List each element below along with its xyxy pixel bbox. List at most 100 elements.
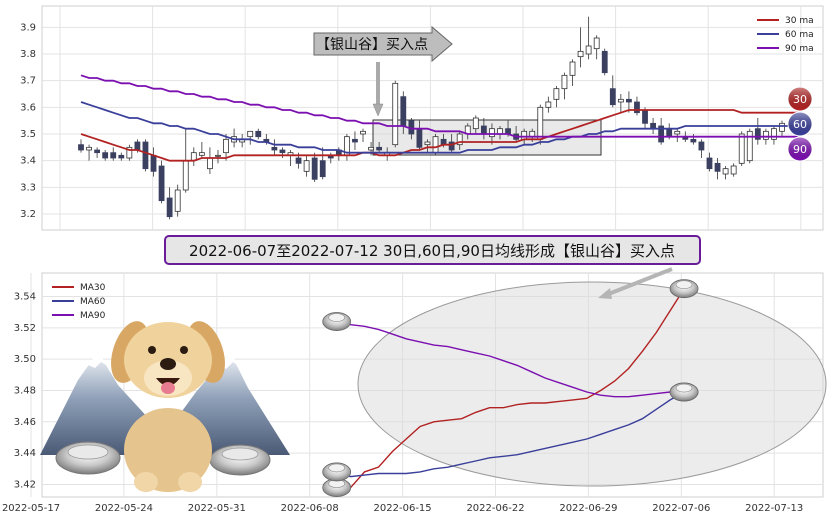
legend-label-ma30: MA30: [80, 283, 106, 293]
candle-body-down: [601, 50, 608, 74]
candle: [722, 166, 729, 180]
bottom-line-MA60: [336, 391, 685, 478]
candle-body-down: [609, 88, 616, 106]
candle: [448, 134, 455, 153]
candle: [78, 139, 84, 153]
candle-body-up: [392, 82, 399, 146]
line-end-ingots: [322, 279, 699, 498]
candle: [706, 152, 713, 172]
y-tick-label: 3.5: [20, 129, 36, 140]
candle: [166, 187, 173, 220]
candle-body-up: [545, 101, 552, 108]
candle: [110, 147, 117, 161]
y-tick-label: 3.9: [20, 22, 36, 33]
candle-body-up: [553, 88, 560, 100]
down-arrow-shaft: [376, 62, 380, 104]
dog-eye-right: [180, 346, 188, 354]
candle: [658, 118, 665, 145]
candle: [102, 150, 109, 161]
ma-line-30-ma: [80, 109, 799, 162]
candle: [279, 147, 286, 158]
candle-body-down: [642, 109, 648, 124]
candle-body-up: [577, 50, 584, 58]
banner-text: 2022-06-07至2022-07-12 30日,60日,90日均线形成【银山…: [189, 242, 675, 260]
dog-eye-left: [148, 346, 156, 354]
candle-body-up: [424, 141, 431, 146]
candle: [553, 86, 560, 108]
top-price-panel: 3.2 3.3 3.4 3.5 3.6 3.7 3.8 3.9 【银山谷】买入点 30 ma …: [20, 5, 824, 231]
candle-body-up: [593, 37, 600, 50]
badge-90-label: 90: [793, 143, 807, 156]
candle-body-up: [360, 130, 366, 135]
dog-paw-left: [134, 472, 158, 492]
candle-body-down: [416, 128, 423, 148]
banner-box: [164, 235, 701, 265]
candle-body-down: [78, 144, 84, 151]
ingot-top: [675, 383, 693, 393]
candle: [247, 130, 254, 145]
ingot-icon: [669, 279, 699, 299]
candle-body-down: [634, 101, 640, 114]
y-tick-label: 3.42: [14, 479, 36, 490]
candle-body-up: [126, 146, 133, 159]
dog-icon: [111, 321, 225, 492]
candle-body-down: [102, 152, 109, 159]
candle: [714, 158, 721, 180]
pointer-arrow: [598, 267, 673, 299]
candle-body-down: [94, 149, 101, 154]
candle: [352, 131, 358, 150]
candle-body-up: [561, 74, 568, 90]
moving-average-lines: [80, 74, 799, 162]
candle-body-up: [174, 189, 181, 212]
candle: [569, 59, 576, 86]
pattern-banner: 2022-06-07至2022-07-12 30日,60日,90日均线形成【银山…: [164, 235, 701, 265]
bottom-line-MA30: [336, 288, 685, 489]
candle: [698, 139, 705, 158]
candle-body-up: [722, 168, 729, 175]
legend-label-30ma: 30 ma: [785, 16, 814, 26]
y-tick-label: 3.52: [14, 323, 36, 334]
bottom-ma-panel: 3.423.443.463.483.503.523.54 2022-05-17 2…: [2, 267, 827, 514]
candle: [779, 120, 785, 137]
x-tick-label: 2022-06-29: [559, 503, 617, 514]
candle: [585, 16, 592, 60]
pointer-arrow-shaft: [605, 267, 673, 297]
candle-body-up: [215, 154, 221, 157]
x-tick-label: 2022-07-06: [652, 503, 710, 514]
candle: [617, 94, 624, 113]
candle: [561, 72, 568, 100]
candle-body-down: [698, 141, 705, 151]
ingot-top: [328, 463, 345, 473]
candle-body-down: [271, 146, 278, 151]
buy-point-annotation: 【银山谷】买入点: [313, 25, 453, 117]
candle-body-up: [432, 136, 439, 154]
x-tick-label: 2022-06-08: [281, 503, 339, 514]
candle-body-down: [295, 157, 302, 164]
candle-body-up: [569, 61, 576, 76]
candle-body-up: [738, 133, 745, 164]
candle-body-up: [303, 160, 310, 172]
candle-body-down: [166, 197, 173, 218]
ingot-icon: [322, 312, 352, 331]
y-tick-label: 3.46: [14, 417, 36, 428]
candle-body-down: [754, 128, 761, 140]
candle: [94, 147, 101, 158]
candle: [771, 126, 777, 145]
x-tick-label: 2022-05-31: [188, 503, 246, 514]
candle: [174, 184, 181, 217]
candle: [730, 163, 737, 177]
candle: [424, 139, 431, 153]
candle: [376, 142, 383, 153]
candle-body-down: [319, 160, 326, 178]
pointer-arrow-head: [598, 288, 612, 299]
candle: [634, 96, 640, 116]
candle-body-down: [118, 154, 125, 159]
candle-body-up: [86, 146, 92, 151]
candle: [456, 131, 463, 150]
candle: [303, 155, 310, 177]
y-tick-label: 3.4: [20, 156, 36, 167]
candle-body-down: [714, 162, 721, 172]
candle-body-down: [400, 96, 407, 127]
